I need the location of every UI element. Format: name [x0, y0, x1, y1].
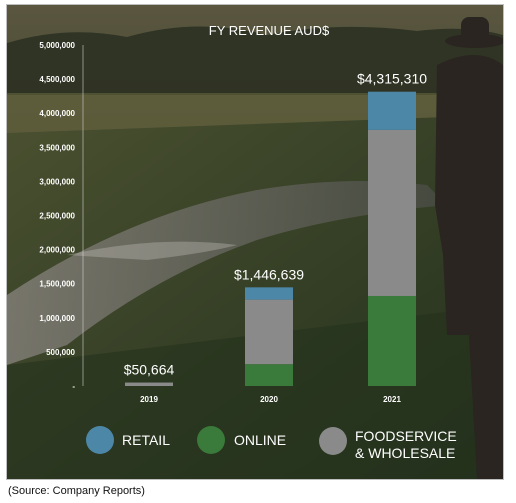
y-tick-label: 1,500,000 — [39, 280, 75, 289]
y-tick-label: 4,500,000 — [39, 75, 75, 84]
legend-item-online: ONLINE — [197, 426, 286, 454]
bar-segment — [245, 364, 293, 386]
legend-swatch-retail — [86, 426, 114, 454]
x-tick-label: 2019 — [140, 395, 158, 404]
farmer-silhouette — [435, 17, 503, 479]
x-tick-labels: 2019 2020 2021 — [140, 395, 401, 404]
chart-title: FY REVENUE AUD$ — [209, 23, 330, 38]
bar-segments — [125, 91, 416, 386]
y-tick-labels: - 500,000 1,000,000 1,500,000 2,000,000 2,500… — [39, 41, 75, 391]
total-labels: $50,664 $1,446,639 $4,315,310 — [124, 71, 428, 378]
y-tick-label: 4,000,000 — [39, 109, 75, 118]
legend-label-retail: RETAIL — [122, 432, 170, 448]
bar-segment — [368, 129, 416, 296]
legend-swatch-online — [197, 426, 225, 454]
legend: RETAIL ONLINE FOODSERVICE & WHOLESALE — [86, 426, 457, 461]
y-tick-label: 500,000 — [46, 348, 75, 357]
bar-segment — [245, 299, 293, 365]
source-note: (Source: Company Reports) — [8, 485, 145, 497]
legend-label-line: FOODSERVICE — [355, 428, 457, 444]
legend-item-foodservice: FOODSERVICE & WHOLESALE — [319, 427, 457, 461]
y-tick-label: 3,500,000 — [39, 143, 75, 152]
chart-svg: FY REVENUE AUD$ - 500,000 1,000,000 1,500,0… — [7, 5, 503, 479]
y-tick-label: 2,000,000 — [39, 246, 75, 255]
legend-item-retail: RETAIL — [86, 426, 170, 454]
x-tick-label: 2021 — [383, 395, 401, 404]
y-tick-label: 3,000,000 — [39, 177, 75, 186]
chart-figure: FY REVENUE AUD$ - 500,000 1,000,000 1,500,0… — [6, 4, 504, 480]
legend-swatch-foodservice — [319, 427, 347, 455]
bar-segment — [368, 91, 416, 130]
bar-segment — [125, 382, 173, 386]
y-tick-label: - — [72, 382, 75, 391]
y-tick-label: 1,000,000 — [39, 314, 75, 323]
total-label: $50,664 — [124, 362, 175, 378]
total-label: $4,315,310 — [357, 71, 427, 87]
legend-label-line: & WHOLESALE — [355, 445, 455, 461]
bar-segment — [245, 287, 293, 300]
y-tick-label: 2,500,000 — [39, 212, 75, 221]
background-photo — [7, 5, 503, 479]
total-label: $1,446,639 — [234, 266, 304, 282]
legend-label-foodservice: FOODSERVICE & WHOLESALE — [355, 428, 457, 461]
y-tick-label: 5,000,000 — [39, 41, 75, 50]
x-tick-label: 2020 — [260, 395, 278, 404]
legend-label-online: ONLINE — [234, 432, 286, 448]
bar-segment — [368, 295, 416, 386]
